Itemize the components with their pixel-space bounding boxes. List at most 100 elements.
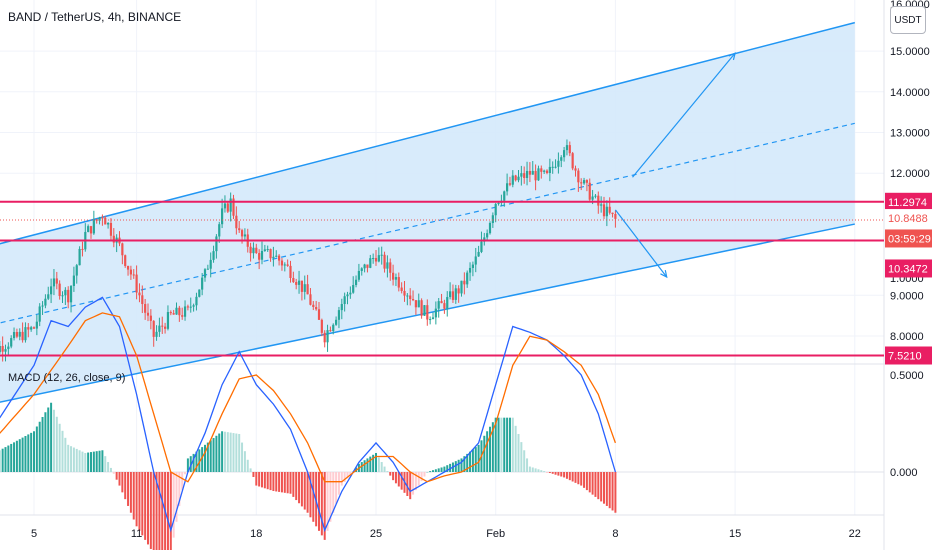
macd-histogram-bar: [147, 472, 149, 545]
candle-body: [563, 150, 566, 158]
macd-histogram-bar: [511, 417, 514, 472]
price-label-bg: [885, 209, 932, 228]
candle-body: [346, 294, 349, 297]
channel-midline: [0, 122, 855, 324]
candle-body: [172, 313, 175, 315]
candle-body: [511, 175, 514, 185]
candle-body: [426, 305, 429, 320]
macd-histogram-bar: [494, 417, 497, 472]
macd-histogram-bar: [543, 471, 546, 473]
macd-histogram-bar: [198, 449, 201, 472]
channel-fill: [0, 22, 855, 403]
candle-body: [360, 268, 363, 271]
macd-histogram-bar: [332, 472, 335, 513]
macd-histogram-bar: [295, 472, 298, 501]
macd-histogram-bar: [15, 440, 18, 472]
candle-body: [81, 248, 84, 250]
macd-histogram-bar: [283, 472, 286, 493]
candle-body: [420, 300, 423, 316]
macd-histogram-bar: [184, 472, 187, 475]
candle-body: [406, 295, 409, 297]
macd-histogram-bar: [238, 433, 241, 472]
price-tick-label: 14.0000: [890, 87, 930, 99]
candle-body: [38, 306, 41, 322]
candle-body: [78, 248, 81, 266]
candle-body: [232, 198, 235, 216]
candle-body: [283, 264, 286, 266]
macd-histogram-bar: [585, 472, 588, 491]
candle-body: [7, 346, 10, 350]
candle-body: [192, 305, 195, 307]
candle-body: [92, 219, 95, 234]
candle-body: [597, 195, 600, 206]
candle-body: [275, 255, 278, 257]
macd-histogram-bar: [209, 440, 212, 472]
candle-body: [306, 284, 309, 295]
macd-histogram-bar: [30, 432, 33, 472]
macd-histogram-bar: [18, 439, 21, 472]
macd-histogram-bar: [195, 451, 198, 472]
macd-histogram-bar: [132, 472, 135, 520]
candle-body: [152, 320, 155, 337]
macd-histogram-bar: [523, 450, 526, 472]
macd-histogram-bar: [298, 472, 301, 504]
candle-body: [266, 249, 269, 251]
macd-histogram-bar: [426, 472, 429, 473]
candle-body: [212, 251, 215, 260]
macd-histogram-bar: [571, 472, 574, 482]
projection-arrows[interactable]: [614, 52, 736, 279]
macd-pane: [0, 296, 884, 550]
macd-histogram-bar: [155, 472, 158, 550]
macd-histogram-bar: [349, 472, 352, 475]
candlestick-series: [0, 139, 617, 362]
candle-body: [457, 288, 460, 294]
candle-body: [218, 224, 221, 237]
candle-body: [520, 173, 523, 177]
macd-histogram-bar: [269, 472, 272, 491]
price-label-text: 10.8488: [888, 213, 928, 225]
candle-body: [506, 183, 509, 192]
candle-body: [198, 289, 201, 297]
macd-histogram-bar: [275, 472, 278, 492]
macd-histogram-bar: [35, 426, 38, 472]
candle-body: [508, 183, 512, 185]
macd-histogram-bar: [554, 472, 557, 475]
chart-title: BAND / TetherUS, 4h, BINANCE: [8, 10, 181, 24]
candle-body: [4, 349, 7, 352]
candle-body: [203, 269, 207, 278]
macd-histogram-bar: [7, 445, 10, 472]
time-axis[interactable]: 5 11 18 25 Feb 8 15 22: [31, 528, 861, 540]
macd-histogram-bar: [548, 472, 551, 473]
macd-histogram-bar: [380, 462, 383, 472]
price-label-text: 11.2974: [888, 197, 927, 209]
candle-body: [451, 291, 455, 300]
candle-body: [292, 278, 295, 283]
macd-histogram-bar: [38, 421, 41, 472]
candle-body: [300, 280, 303, 292]
macd-histogram-bar: [534, 468, 537, 472]
regression-channel[interactable]: [0, 21, 855, 410]
candle-body: [431, 317, 435, 320]
currency-button[interactable]: USDT: [890, 6, 926, 34]
macd-histogram-bar: [335, 472, 338, 504]
price-axis[interactable]: 15.0000 14.0000 13.0000 12.0000 9.0000 8.0000…: [890, 0, 930, 479]
macd-histogram-bar: [429, 471, 432, 473]
horizontal-levels[interactable]: [0, 200, 884, 357]
macd-histogram-bar: [474, 447, 477, 472]
macd-histogram-bar: [506, 417, 509, 472]
candle-body: [608, 206, 611, 213]
macd-histogram-bar: [212, 438, 215, 472]
candle-body: [366, 264, 369, 268]
macd-histogram-bar: [389, 472, 392, 476]
macd-histogram-bar: [340, 472, 343, 486]
candle-body: [389, 262, 392, 273]
macd-histogram-bar: [27, 434, 30, 472]
candle-body: [286, 264, 289, 266]
candle-body: [343, 296, 346, 305]
macd-histogram-bar: [98, 450, 101, 472]
macd-histogram-bar: [483, 435, 486, 472]
macd-histogram-bar: [432, 470, 434, 472]
macd-histogram-bar: [440, 467, 443, 472]
candle-body: [243, 234, 246, 237]
